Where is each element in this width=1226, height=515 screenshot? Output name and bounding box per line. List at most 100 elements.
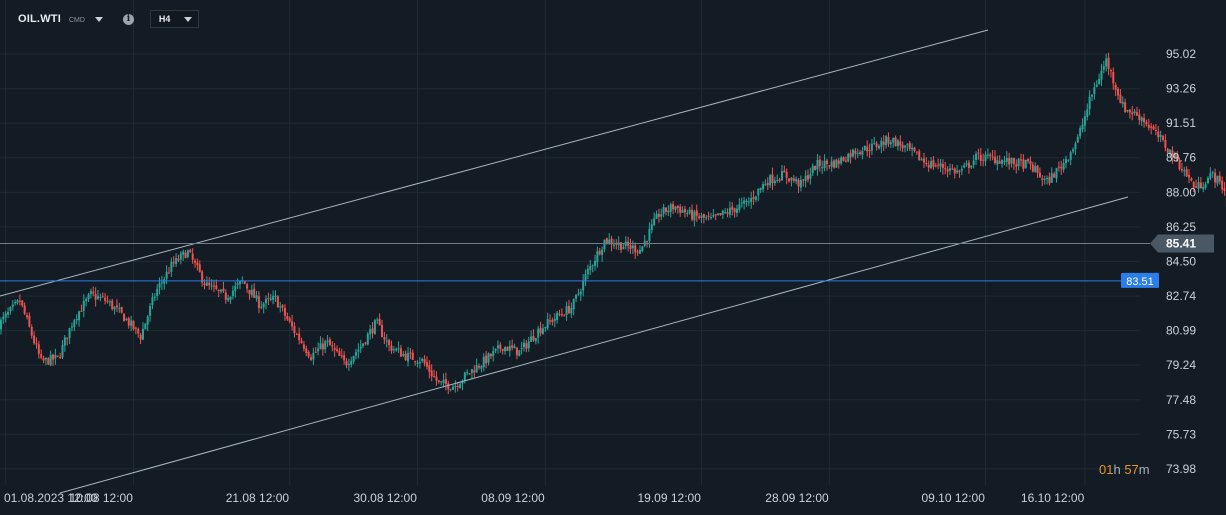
- candle-body: [399, 348, 402, 357]
- candle: [454, 380, 457, 393]
- candle-body: [442, 380, 445, 383]
- candle: [146, 314, 149, 332]
- candle: [833, 159, 836, 169]
- candle-body: [665, 207, 667, 212]
- candle: [691, 204, 694, 222]
- candle-body: [579, 291, 582, 295]
- candle-body: [295, 334, 298, 336]
- price-tick-label: 95.02: [1166, 47, 1196, 61]
- candle: [702, 213, 705, 224]
- time-tick-label: 21.08 12:00: [226, 491, 290, 505]
- candle-body: [1166, 148, 1169, 153]
- candle-body: [986, 154, 989, 156]
- candle: [425, 356, 428, 370]
- chevron-down-icon[interactable]: [94, 16, 103, 22]
- candle: [1185, 166, 1188, 177]
- candle: [946, 166, 949, 178]
- candle: [262, 301, 265, 314]
- candle-body: [201, 271, 204, 283]
- candle: [717, 213, 720, 216]
- candle-body: [807, 175, 809, 180]
- candle-body: [1074, 143, 1077, 150]
- candle-body: [385, 340, 388, 342]
- candle: [265, 295, 268, 310]
- candle-body: [160, 282, 163, 284]
- candle-body: [16, 300, 19, 303]
- candle: [549, 314, 552, 325]
- candle: [260, 301, 263, 310]
- candle-body: [324, 341, 327, 350]
- candle-body: [454, 385, 457, 387]
- candle-body: [896, 140, 899, 146]
- candle: [979, 147, 982, 166]
- candle: [407, 346, 410, 367]
- timeframe-select[interactable]: H4: [149, 10, 200, 28]
- info-icon[interactable]: i: [122, 13, 134, 25]
- candle: [279, 301, 282, 313]
- candle-body: [1169, 149, 1172, 154]
- candle-body: [979, 154, 982, 161]
- candle: [736, 204, 738, 217]
- candle-body: [1171, 150, 1174, 159]
- candle: [927, 160, 930, 172]
- candle-body: [594, 260, 596, 266]
- candle-body: [544, 327, 547, 329]
- candle: [932, 156, 935, 170]
- candle-body: [646, 241, 649, 243]
- symbol-name[interactable]: OIL.WTI: [18, 13, 61, 25]
- candle: [428, 360, 431, 379]
- candle-body: [1102, 66, 1105, 70]
- candle: [629, 238, 632, 254]
- candle-body: [291, 321, 294, 327]
- candle-body: [1214, 172, 1217, 183]
- candle-body: [629, 245, 632, 250]
- countdown-minutes-unit: m: [1138, 462, 1150, 477]
- candle-body: [395, 348, 398, 351]
- candle-body: [882, 141, 885, 145]
- candle-body: [951, 168, 954, 170]
- candle: [1147, 118, 1150, 131]
- candle: [1143, 113, 1146, 128]
- candle-body: [208, 282, 211, 286]
- candle-body: [172, 262, 175, 264]
- candle-body: [1100, 70, 1103, 80]
- candle: [281, 303, 284, 312]
- candle-body: [764, 184, 767, 186]
- candle-body: [14, 302, 17, 304]
- candle-body: [1180, 169, 1183, 171]
- candle: [44, 357, 47, 366]
- candle-body: [660, 214, 663, 217]
- candle-body: [236, 283, 239, 285]
- candle: [750, 191, 753, 209]
- candle: [989, 152, 992, 161]
- candle-body: [229, 296, 232, 300]
- candle: [362, 343, 365, 349]
- candle-body: [321, 343, 324, 350]
- candle: [1121, 96, 1124, 108]
- candle-body: [302, 344, 305, 349]
- candle-body: [49, 354, 52, 366]
- candle: [724, 208, 727, 215]
- candle: [1195, 179, 1198, 188]
- candle: [963, 162, 966, 169]
- candle-body: [1081, 124, 1084, 130]
- candle: [440, 381, 443, 386]
- candle-body: [37, 344, 40, 354]
- candle-body: [63, 337, 66, 346]
- candle: [949, 163, 951, 176]
- candle-body: [42, 358, 45, 361]
- candle-body: [1124, 102, 1127, 113]
- candle: [411, 349, 414, 360]
- candle: [693, 209, 696, 227]
- candle-body: [991, 156, 994, 158]
- candle-body: [1072, 149, 1075, 152]
- candle: [404, 350, 407, 361]
- candle-body: [1159, 134, 1162, 137]
- candle-body: [281, 305, 284, 308]
- candle: [357, 343, 360, 359]
- candle-body: [508, 345, 511, 351]
- candle: [996, 155, 999, 171]
- candle-body: [106, 300, 109, 302]
- candle: [1069, 150, 1072, 166]
